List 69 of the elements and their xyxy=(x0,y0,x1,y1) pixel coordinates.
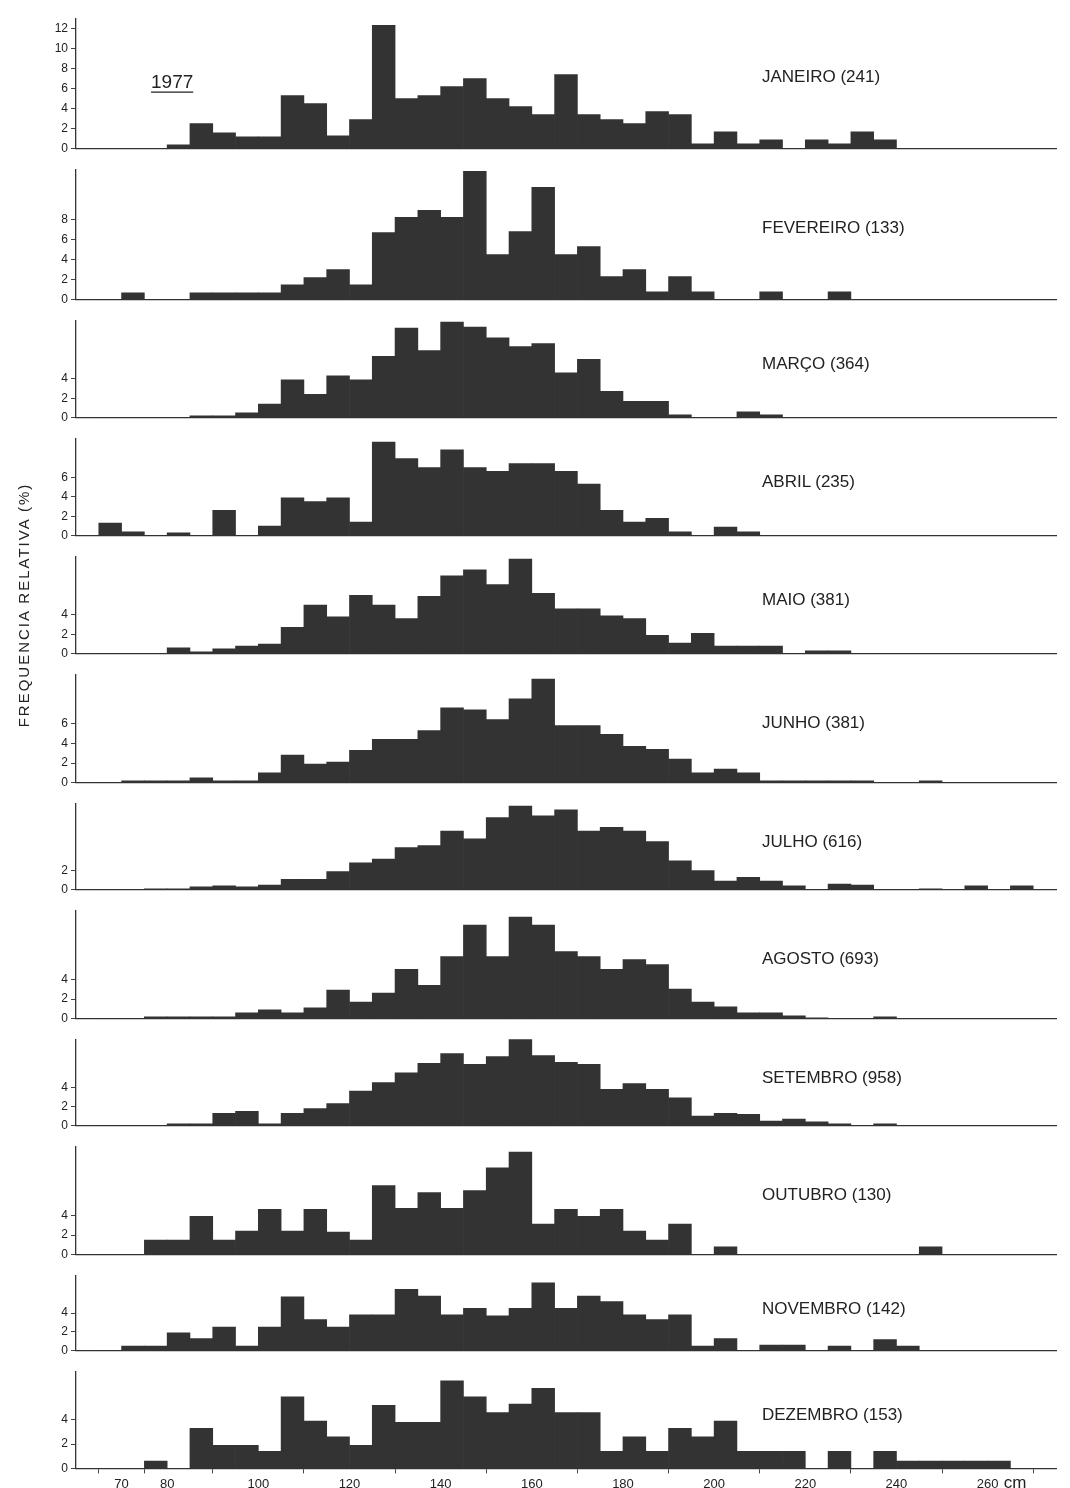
text: DEZEMBRO (153) xyxy=(762,1404,903,1424)
text: JULHO (616) xyxy=(762,831,863,851)
x-tick-label: 120 xyxy=(338,1475,361,1488)
y-tick-label: 0 xyxy=(61,775,69,790)
x-tick-label: 80 xyxy=(159,1475,175,1488)
x-tick-label: 100 xyxy=(247,1475,270,1488)
y-tick-label: 0 xyxy=(61,1118,69,1133)
y-tick-label: 2 xyxy=(61,1098,69,1113)
y-tick-label: 2 xyxy=(61,121,69,136)
y-tick-label: 6 xyxy=(61,80,69,95)
y-tick-label: 0 xyxy=(61,410,69,425)
x-tick-label: 260 xyxy=(976,1475,999,1488)
text: MAIO (381) xyxy=(762,589,850,609)
y-tick-label: 10 xyxy=(54,40,69,55)
y-tick-label: 2 xyxy=(61,1324,69,1339)
y-tick-label: 4 xyxy=(61,251,69,266)
y-tick-label: 6 xyxy=(61,231,69,246)
y-tick-label: 4 xyxy=(61,1412,69,1427)
y-tick-label: 2 xyxy=(61,626,69,641)
text: OUTUBRO (130) xyxy=(762,1184,892,1204)
text: SETEMBRO (958) xyxy=(762,1067,902,1087)
x-tick-label: 70 xyxy=(114,1475,129,1488)
y-tick-label: 0 xyxy=(61,646,69,661)
text: JUNHO (381) xyxy=(762,712,865,732)
x-tick-label: 200 xyxy=(703,1475,725,1488)
y-tick-label: 0 xyxy=(61,882,69,897)
y-tick-label: 0 xyxy=(61,1460,69,1475)
y-tick-label: 0 xyxy=(61,1343,69,1358)
y-tick-label: 0 xyxy=(61,292,69,307)
y-tick-label: 4 xyxy=(61,607,69,622)
y-tick-label: 6 xyxy=(61,469,69,484)
x-tick-label: 140 xyxy=(429,1475,452,1488)
y-axis-title: FREQUENCIA RELATIVA (%) xyxy=(14,482,32,728)
y-tick-label: 8 xyxy=(61,211,69,226)
text: JANEIRO (241) xyxy=(762,66,881,86)
annotation: 1977 xyxy=(151,71,194,93)
y-tick-label: 4 xyxy=(61,1305,69,1320)
y-tick-label: 4 xyxy=(61,100,69,115)
x-tick-label: 240 xyxy=(885,1475,908,1488)
text: AGOSTO (693) xyxy=(762,948,879,968)
y-tick-label: 0 xyxy=(61,141,69,156)
y-tick-label: 2 xyxy=(61,1227,69,1242)
text: NOVEMBRO (142) xyxy=(762,1298,906,1318)
y-tick-label: 0 xyxy=(61,1011,69,1026)
x-tick-label: 160 xyxy=(520,1475,543,1488)
y-tick-label: 4 xyxy=(61,735,69,750)
y-tick-label: 2 xyxy=(61,755,69,770)
y-tick-label: 6 xyxy=(61,715,69,730)
x-tick-label: 220 xyxy=(794,1475,817,1488)
y-tick-label: 0 xyxy=(61,528,69,543)
y-tick-label: 8 xyxy=(61,60,69,75)
y-tick-label: 4 xyxy=(61,371,69,386)
y-tick-label: 4 xyxy=(61,1207,69,1222)
y-tick-label: 12 xyxy=(54,20,69,35)
y-tick-label: 2 xyxy=(61,272,69,287)
text: FEVEREIRO (133) xyxy=(762,217,905,237)
x-tick-label: 180 xyxy=(612,1475,634,1488)
text: MARÇO (364) xyxy=(762,353,870,373)
y-tick-label: 2 xyxy=(61,1436,69,1451)
x-axis-title: cm xyxy=(1003,1472,1027,1488)
y-tick-label: 2 xyxy=(61,508,69,523)
text: ABRIL (235) xyxy=(762,471,855,491)
y-tick-label: 4 xyxy=(61,971,69,986)
y-tick-label: 2 xyxy=(61,862,69,877)
y-tick-label: 0 xyxy=(61,1247,69,1262)
y-tick-label: 2 xyxy=(61,390,69,405)
y-tick-label: 2 xyxy=(61,991,69,1006)
y-tick-label: 4 xyxy=(61,489,69,504)
y-tick-label: 4 xyxy=(61,1079,69,1094)
